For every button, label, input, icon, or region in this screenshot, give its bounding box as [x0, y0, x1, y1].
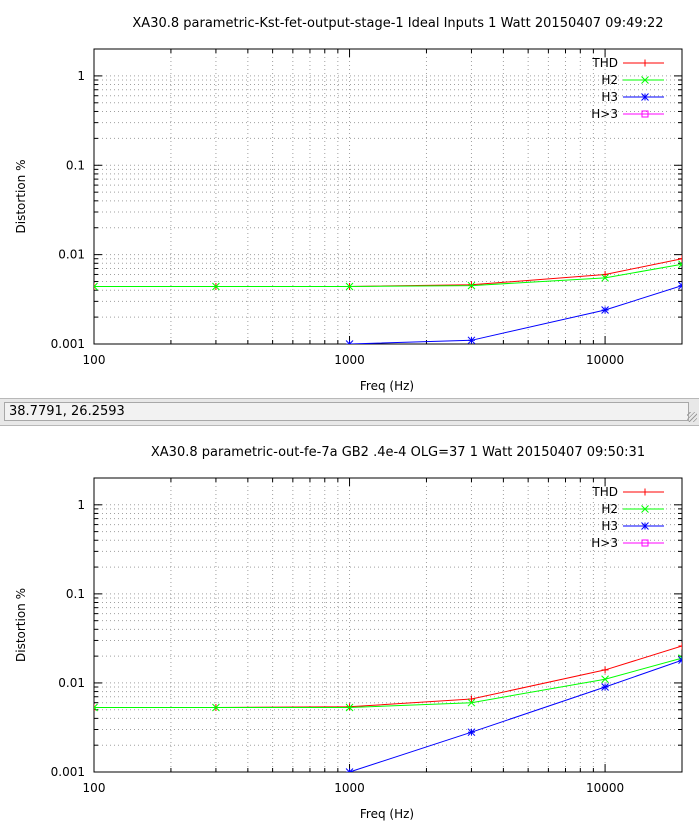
y-tick-label: 0.1	[66, 587, 85, 601]
y-tick-label: 0.001	[51, 337, 85, 351]
y-tick-label: 1	[77, 69, 85, 83]
y-tick-label: 0.1	[66, 158, 85, 172]
data-point-h2	[94, 282, 98, 291]
legend-marker-h3	[641, 93, 649, 101]
series-h2	[94, 654, 682, 712]
plot-area	[94, 642, 682, 772]
data-point-h2	[212, 282, 220, 291]
series-line-h3	[349, 659, 682, 772]
grid-lines	[94, 49, 682, 344]
plot-area	[94, 255, 682, 344]
legend-label-h-3: H>3	[591, 107, 618, 121]
y-tick-label: 0.01	[58, 676, 85, 690]
data-point-h3	[345, 340, 354, 344]
plot-panel-top[interactable]: XA30.8 parametric-Kst-fet-output-stage-1…	[0, 0, 699, 398]
data-point-h2	[601, 675, 609, 684]
data-point-h3	[345, 768, 354, 772]
data-point-h3	[678, 281, 682, 290]
legend-label-h-3: H>3	[591, 536, 618, 550]
chart-title: XA30.8 parametric-out-fe-7a GB2 .4e-4 OL…	[151, 445, 645, 460]
resize-grip-icon[interactable]	[687, 412, 697, 422]
legend: THD H2 H3 H>3	[591, 485, 664, 550]
y-axis-label: Distortion %	[14, 159, 28, 233]
series-thd	[94, 255, 682, 290]
data-point-h3	[678, 656, 682, 665]
legend-label-h2: H2	[601, 73, 618, 87]
data-point-h3	[601, 683, 609, 691]
legend-label-thd: THD	[591, 485, 618, 499]
x-tick-label: 10000	[586, 781, 624, 795]
data-point-thd	[678, 642, 682, 650]
y-axis-label: Distortion %	[14, 588, 28, 662]
data-point-thd	[601, 666, 609, 674]
data-point-thd	[601, 270, 609, 278]
data-point-h2	[467, 698, 476, 707]
data-point-h2	[345, 282, 354, 291]
plot-panel-bottom[interactable]: XA30.8 parametric-out-fe-7a GB2 .4e-4 OL…	[0, 426, 699, 827]
legend-marker-h-3	[641, 110, 649, 118]
legend-label-h3: H3	[601, 90, 618, 104]
y-tick-label: 1	[77, 498, 85, 512]
data-point-h2	[467, 281, 476, 290]
x-tick-label: 100	[83, 353, 106, 367]
data-point-h2	[601, 273, 609, 282]
legend: THD H2 H3 H>3	[591, 56, 664, 121]
data-point-thd	[346, 703, 354, 711]
series-line-h3	[349, 285, 682, 344]
legend-label-thd: THD	[591, 56, 618, 70]
legend-marker-h-3	[641, 539, 649, 547]
coordinate-readout: 38.7791, 26.2593	[4, 402, 689, 421]
legend-label-h3: H3	[601, 519, 618, 533]
plot-frame	[93, 48, 683, 345]
legend-label-h2: H2	[601, 502, 618, 516]
y-tick-label: 0.001	[51, 765, 85, 779]
x-tick-label: 1000	[334, 781, 365, 795]
x-tick-label: 1000	[334, 353, 365, 367]
data-point-thd	[678, 255, 682, 263]
grid-lines	[94, 478, 682, 772]
plot-frame	[93, 477, 683, 773]
axis-ticks	[93, 48, 683, 345]
data-point-h3	[601, 306, 609, 314]
legend-marker-h2	[641, 505, 649, 513]
series-h3	[345, 281, 682, 344]
y-tick-label: 0.01	[58, 248, 85, 262]
x-axis-label: Freq (Hz)	[360, 807, 414, 821]
data-point-h2	[678, 260, 682, 269]
chart-title: XA30.8 parametric-Kst-fet-output-stage-1…	[132, 16, 663, 31]
legend-marker-h2	[641, 76, 649, 84]
data-point-h2	[212, 703, 220, 712]
data-point-h3	[467, 336, 476, 344]
data-point-thd	[467, 695, 475, 703]
legend-marker-thd	[641, 59, 649, 67]
series-line-h2	[94, 657, 682, 708]
data-point-h2	[345, 703, 354, 712]
legend-marker-h3	[641, 522, 649, 530]
chart-top: XA30.8 parametric-Kst-fet-output-stage-1…	[14, 16, 683, 393]
legend-marker-thd	[641, 488, 649, 496]
data-point-h3	[467, 728, 476, 737]
x-tick-label: 100	[83, 781, 106, 795]
series-h3	[345, 656, 682, 772]
series-line-h2	[94, 263, 682, 287]
status-bar: 38.7791, 26.2593	[0, 398, 699, 426]
data-point-thd	[467, 281, 475, 289]
x-axis-label: Freq (Hz)	[360, 379, 414, 393]
series-thd	[94, 642, 682, 711]
axis-ticks	[93, 477, 683, 773]
x-tick-label: 10000	[586, 353, 624, 367]
data-point-h2	[94, 703, 98, 712]
chart-bottom: XA30.8 parametric-out-fe-7a GB2 .4e-4 OL…	[14, 445, 683, 821]
series-h2	[94, 260, 682, 291]
